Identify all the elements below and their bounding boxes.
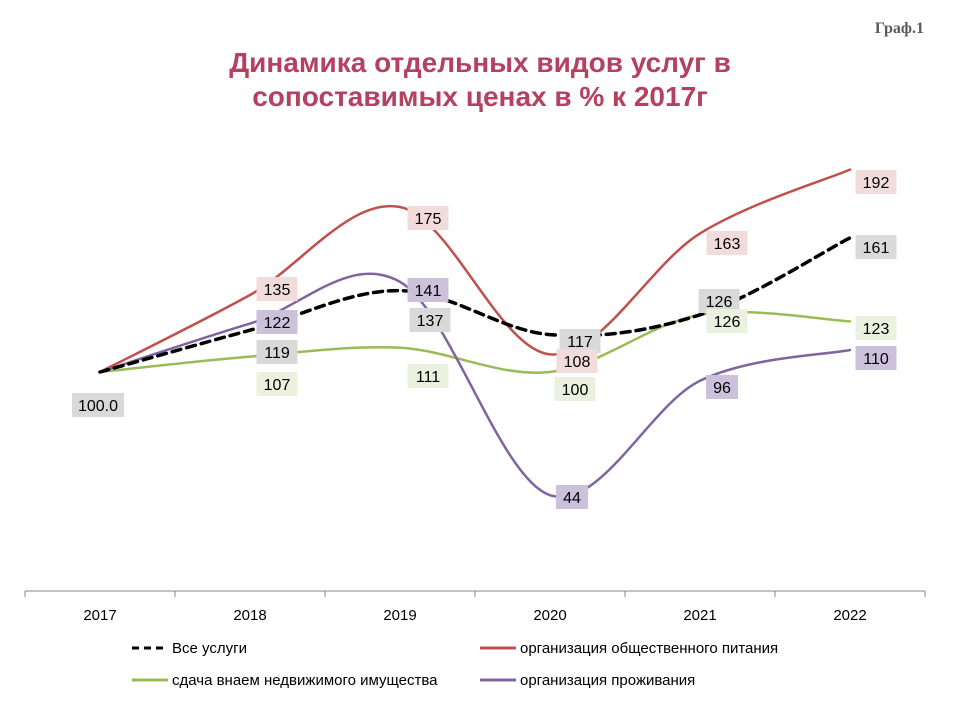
data-label-box [554, 377, 596, 401]
legend-label-accommodation: организация проживания [520, 671, 696, 689]
chart-title-line-1: Динамика отдельных видов услуг в [229, 47, 731, 78]
data-label: 192 [863, 175, 890, 192]
data-label: 107 [264, 377, 291, 394]
legend-item-real-estate-rent: сдача внаем недвижимого имущества [130, 670, 438, 690]
data-label: 163 [714, 236, 741, 253]
x-tick-label: 2022 [833, 607, 866, 624]
data-label-box [855, 316, 897, 340]
data-label-box [256, 277, 298, 301]
data-label: 126 [706, 294, 733, 311]
x-tick-label: 2021 [683, 607, 716, 624]
data-label: 110 [863, 351, 889, 368]
chart-title-line-2: сопоставимых ценах в % к 2017г [252, 81, 708, 112]
data-label: 111 [416, 369, 440, 386]
x-tick-label: 2020 [533, 607, 566, 624]
data-label-box [407, 364, 449, 388]
data-label-box [855, 346, 897, 370]
start-label-box [72, 393, 124, 417]
data-label: 117 [567, 334, 593, 351]
legend-swatch-all-services [132, 646, 168, 650]
data-label-box [855, 170, 897, 194]
data-label: 44 [563, 490, 581, 507]
data-label-box [407, 278, 449, 302]
data-label: 108 [564, 354, 591, 371]
data-label: 119 [264, 345, 290, 362]
legend-item-accommodation: организация проживания [478, 670, 695, 690]
data-label: 137 [417, 313, 444, 330]
x-tick-label: 2017 [83, 607, 116, 624]
legend-item-catering: организация общественного питания [478, 638, 778, 658]
data-label-box [706, 375, 738, 399]
data-label: 122 [264, 315, 291, 332]
x-tick-label: 2019 [383, 607, 416, 624]
legend-label-catering: организация общественного питания [520, 639, 779, 657]
data-label: 161 [863, 240, 890, 257]
data-label: 141 [415, 283, 442, 300]
data-label-box [556, 485, 588, 509]
data-label: 175 [415, 211, 442, 228]
data-label-box [706, 309, 748, 333]
legend-swatch-accommodation [480, 678, 516, 682]
legend-swatch-catering [480, 646, 516, 650]
data-label: 135 [264, 282, 291, 299]
series-line [98, 168, 852, 374]
legend-label-all-services: Все услуги [172, 639, 247, 657]
data-label: 126 [714, 314, 741, 331]
data-label-box [407, 206, 449, 230]
data-label-box [706, 231, 748, 255]
data-label-box [256, 340, 298, 364]
chart-title: Динамика отдельных видов услуг в сопоста… [0, 46, 960, 114]
data-label-box [256, 310, 298, 334]
data-label-box [409, 308, 451, 332]
x-tick-label: 2018 [233, 607, 266, 624]
start-data-label: 100.0 [78, 398, 118, 415]
data-label: 123 [863, 321, 890, 338]
series-line [98, 272, 852, 499]
data-label: 96 [713, 380, 731, 397]
data-label-box [556, 349, 598, 373]
legend-swatch-real-estate-rent [132, 678, 168, 682]
legend-item-all-services: Все услуги [130, 638, 247, 658]
data-label-box [855, 235, 897, 259]
slide-label: Граф.1 [874, 20, 924, 37]
data-label: 100 [562, 382, 589, 399]
legend-label-real-estate-rent: сдача внаем недвижимого имущества [172, 671, 438, 689]
data-label-box [256, 372, 298, 396]
